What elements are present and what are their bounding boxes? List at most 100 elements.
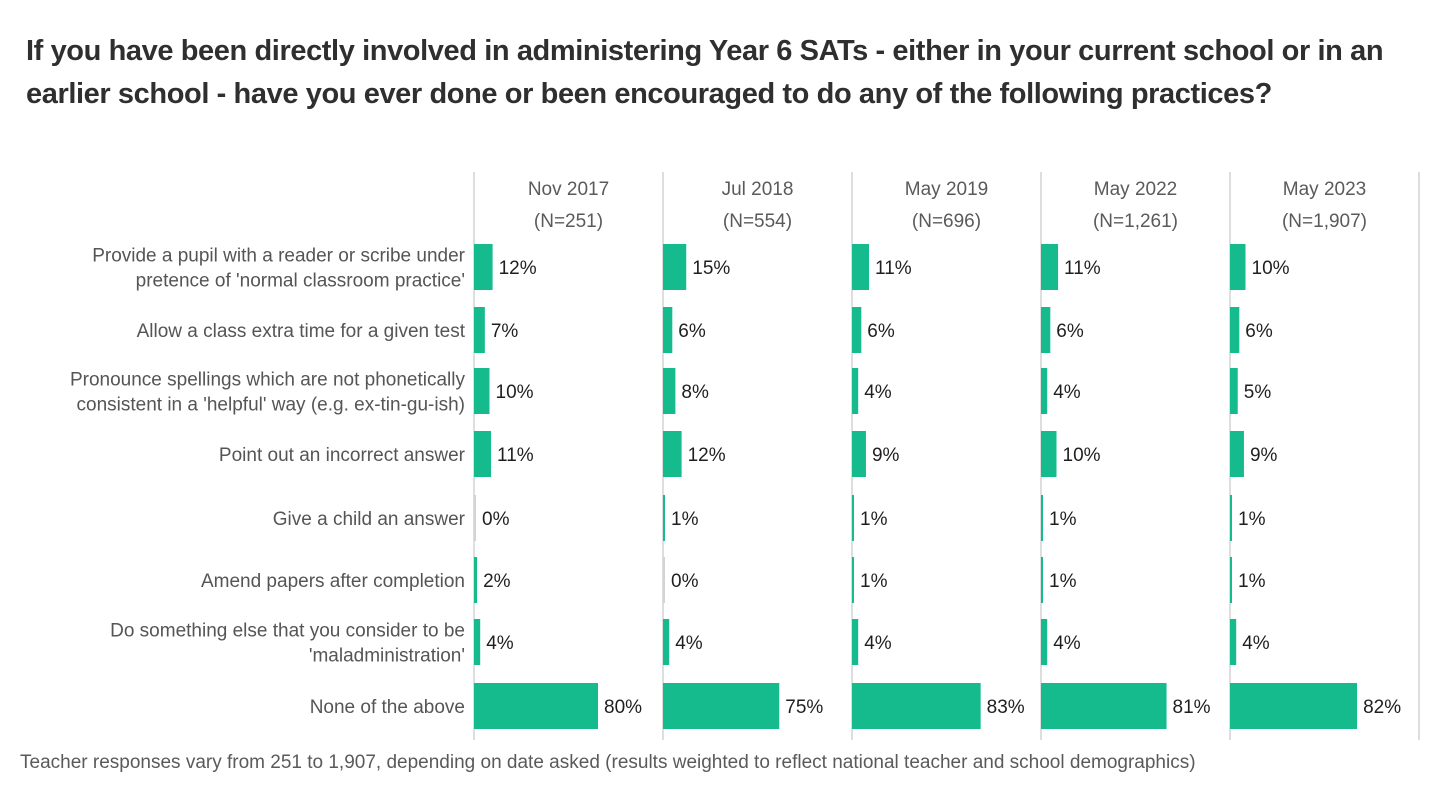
category-label-line: 'maladministration': [309, 646, 465, 667]
data-label: 11%: [497, 445, 534, 466]
data-label: 11%: [875, 258, 912, 279]
bar: [1230, 431, 1244, 477]
bar: [1041, 619, 1048, 665]
bar: [1230, 244, 1246, 290]
bar: [663, 495, 665, 541]
bar: [663, 244, 687, 290]
bar: [1041, 557, 1043, 603]
category-label-line: Allow a class extra time for a given tes…: [137, 321, 466, 342]
bar: [474, 683, 598, 729]
bar: [852, 431, 866, 477]
bar: [474, 431, 492, 477]
panel-n-label: (N=696): [912, 211, 981, 232]
data-label: 1%: [1049, 571, 1077, 592]
data-label: 6%: [1056, 321, 1084, 342]
bar: [474, 557, 478, 603]
data-label: 4%: [1242, 633, 1270, 654]
bar: [474, 244, 493, 290]
category-label: Amend papers after completion: [201, 571, 465, 592]
data-label: 0%: [671, 571, 699, 592]
bar: [852, 495, 854, 541]
data-label: 75%: [785, 697, 823, 718]
category-label-line: Amend papers after completion: [201, 571, 465, 592]
bar: [1230, 619, 1237, 665]
bar: [663, 431, 682, 477]
data-label: 6%: [678, 321, 706, 342]
data-label: 10%: [1252, 258, 1290, 279]
panel-date-label: May 2019: [905, 179, 988, 200]
data-label: 4%: [864, 382, 892, 403]
data-label: 10%: [496, 382, 534, 403]
data-label: 12%: [499, 258, 537, 279]
category-label: Point out an incorrect answer: [219, 445, 466, 466]
category-label-line: Give a child an answer: [273, 509, 466, 530]
panel-jul-2018: Jul 2018 (N=554) 15% 6% 8% 12% 1% 0% 4% 75%: [662, 172, 823, 740]
bar: [474, 495, 476, 541]
panel-nov-2017: Nov 2017 (N=251) 12% 7% 10% 11% 0% 2% 4% 80%: [473, 172, 642, 740]
bar: [1041, 683, 1167, 729]
category-label-line: consistent in a 'helpful' way (e.g. ex-t…: [77, 395, 466, 416]
footnote: Teacher responses vary from 251 to 1,907…: [20, 752, 1196, 773]
data-label: 82%: [1363, 697, 1401, 718]
bar: [1041, 431, 1057, 477]
data-label: 83%: [987, 697, 1025, 718]
bar: [852, 368, 859, 414]
panel-date-label: May 2022: [1094, 179, 1177, 200]
bar: [474, 619, 481, 665]
category-label-line: pretence of 'normal classroom practice': [136, 271, 465, 292]
bar: [474, 368, 490, 414]
data-label: 1%: [1238, 571, 1266, 592]
data-label: 4%: [1053, 633, 1081, 654]
data-label: 1%: [860, 571, 888, 592]
data-label: 1%: [860, 509, 888, 530]
bar: [852, 557, 854, 603]
data-label: 15%: [692, 258, 730, 279]
bar: [852, 307, 862, 353]
bar: [1041, 368, 1048, 414]
category-label: Allow a class extra time for a given tes…: [137, 321, 466, 342]
bar: [852, 683, 981, 729]
data-label: 12%: [688, 445, 726, 466]
category-label: Pronounce spellings which are not phonet…: [70, 370, 466, 416]
panel-may-2023: May 2023 (N=1,907) 10% 6% 5% 9% 1% 1% 4% 82%: [1229, 172, 1401, 740]
category-label-line: Provide a pupil with a reader or scribe …: [92, 246, 465, 267]
category-label-line: Point out an incorrect answer: [219, 445, 466, 466]
data-label: 6%: [1245, 321, 1273, 342]
category-label: Provide a pupil with a reader or scribe …: [92, 246, 465, 292]
bar: [1230, 495, 1232, 541]
bar: [474, 307, 485, 353]
data-label: 11%: [1064, 258, 1101, 279]
bar: [1041, 307, 1051, 353]
panel-n-label: (N=1,261): [1093, 211, 1178, 232]
bar: [1230, 683, 1358, 729]
category-labels: Provide a pupil with a reader or scribe …: [70, 246, 466, 719]
data-label: 4%: [864, 633, 892, 654]
data-label: 7%: [491, 321, 519, 342]
panel-n-label: (N=251): [534, 211, 603, 232]
panel-n-label: (N=554): [723, 211, 792, 232]
data-label: 10%: [1063, 445, 1101, 466]
data-label: 1%: [671, 509, 699, 530]
data-label: 80%: [604, 697, 642, 718]
panel-may-2019: May 2019 (N=696) 11% 6% 4% 9% 1% 1% 4% 83%: [851, 172, 1025, 740]
data-label: 6%: [867, 321, 895, 342]
bar: [663, 368, 676, 414]
bar: [852, 619, 859, 665]
data-label: 8%: [681, 382, 709, 403]
category-label: Do something else that you consider to b…: [110, 621, 465, 667]
bar: [663, 557, 665, 603]
data-label: 9%: [872, 445, 900, 466]
panel-date-label: May 2023: [1283, 179, 1366, 200]
data-label: 5%: [1244, 382, 1272, 403]
bar: [1230, 368, 1238, 414]
category-label: None of the above: [310, 697, 465, 718]
panels: Nov 2017 (N=251) 12% 7% 10% 11% 0% 2% 4% 80% Jul 2…: [473, 172, 1420, 740]
category-label-line: Pronounce spellings which are not phonet…: [70, 370, 466, 391]
bar: [663, 307, 673, 353]
category-label-line: None of the above: [310, 697, 465, 718]
chart-title: If you have been directly involved in ad…: [26, 35, 1384, 110]
data-label: 9%: [1250, 445, 1278, 466]
data-label: 1%: [1238, 509, 1266, 530]
data-label: 4%: [1053, 382, 1081, 403]
